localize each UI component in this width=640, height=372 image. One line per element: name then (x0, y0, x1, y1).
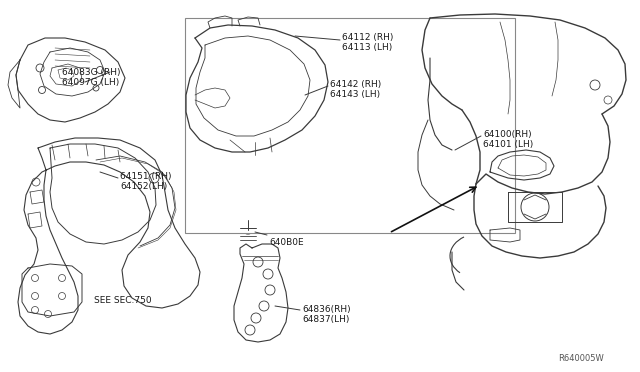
Text: 64151 (RH)
64152(LH): 64151 (RH) 64152(LH) (120, 172, 172, 192)
Text: 64112 (RH)
64113 (LH): 64112 (RH) 64113 (LH) (342, 33, 394, 52)
Text: 64836(RH)
64837(LH): 64836(RH) 64837(LH) (302, 305, 351, 324)
Text: 640B0E: 640B0E (269, 238, 303, 247)
Text: R640005W: R640005W (558, 354, 604, 363)
Bar (185, 18, 515, 233)
Text: 64083G (RH)
64097G (LH): 64083G (RH) 64097G (LH) (62, 68, 120, 87)
Text: SEE SEC.750: SEE SEC.750 (94, 296, 152, 305)
Text: 64100(RH)
64101 (LH): 64100(RH) 64101 (LH) (483, 130, 533, 150)
Text: 64142 (RH)
64143 (LH): 64142 (RH) 64143 (LH) (330, 80, 381, 99)
